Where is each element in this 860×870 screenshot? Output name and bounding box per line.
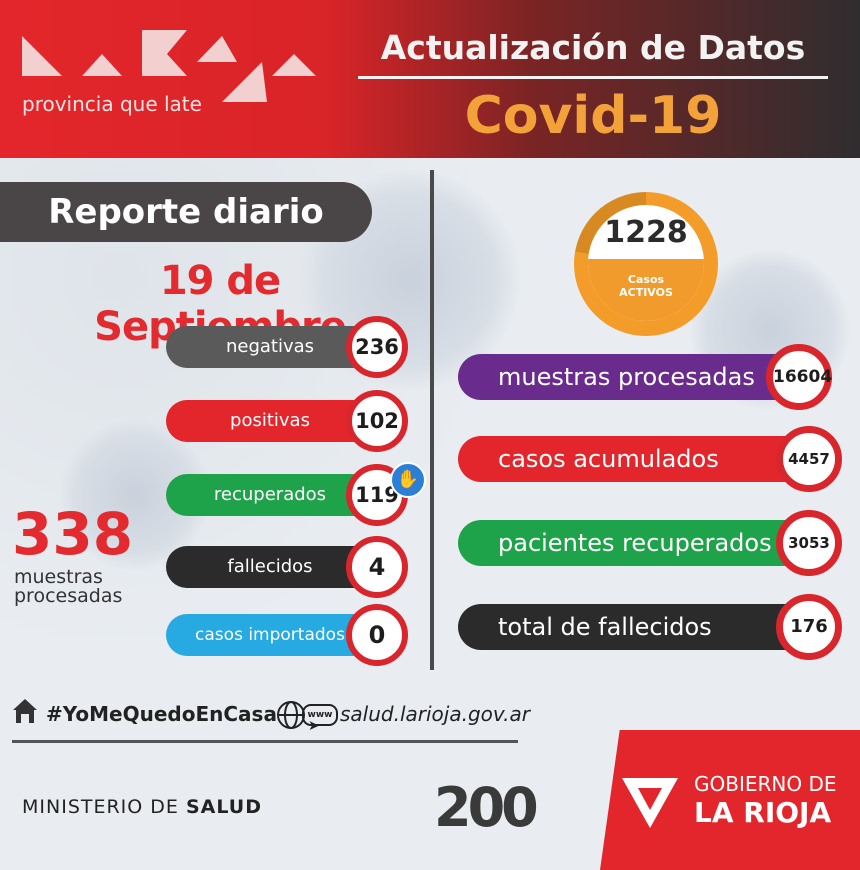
daily-total-number: 338 <box>12 500 134 568</box>
cursor-icon: ➤ <box>308 718 320 734</box>
www-label: www <box>302 704 338 726</box>
daily-stat-label: recuperados <box>166 474 374 516</box>
daily-stat-value: 236 <box>346 316 408 378</box>
footer-divider <box>12 740 518 743</box>
daily-stat-value: 0 <box>346 604 408 666</box>
daily-stat-label: negativas <box>166 326 374 368</box>
cumulative-stat-label: total de fallecidos <box>458 604 818 650</box>
daily-stat-value: 119 <box>346 464 408 526</box>
daily-total-label-line2: procesadas <box>14 585 123 607</box>
active-cases-fill <box>588 259 704 321</box>
logo-tagline: provincia que late <box>22 92 202 116</box>
cumulative-stat-label: muestras procesadas <box>458 354 818 400</box>
column-divider <box>430 170 434 670</box>
cumulative-stat-value: 4457 <box>776 426 842 492</box>
daily-stat-value: 102 <box>346 390 408 452</box>
header-banner <box>0 0 860 158</box>
ministry-bold: SALUD <box>185 796 262 818</box>
daily-stat-value: 4 <box>346 536 408 598</box>
cumulative-stat-value: 16604 <box>766 344 832 410</box>
active-cases-badge: 1228 Casos ACTIVOS <box>588 205 704 321</box>
cumulative-stat-value: 176 <box>776 594 842 660</box>
cumulative-stat-value: 3053 <box>776 510 842 576</box>
hashtag-text: #YoMeQuedoEnCasa <box>46 702 277 726</box>
ministry-label: MINISTERIO DE SALUD <box>22 796 262 818</box>
header-subtitle: Covid-19 <box>464 86 722 146</box>
government-name-line1: GOBIERNO DE <box>694 772 837 796</box>
anniversary-200-logo: 200 <box>434 776 539 839</box>
active-cases-label: Casos ACTIVOS <box>588 273 704 299</box>
report-title: Reporte diario <box>0 182 372 242</box>
government-name-line2: LA RIOJA <box>694 796 832 829</box>
header-divider <box>358 76 828 79</box>
house-icon <box>12 698 38 728</box>
globe-icon <box>276 700 306 734</box>
active-cases-label-line1: Casos <box>627 273 665 286</box>
daily-stat-label: fallecidos <box>166 546 374 588</box>
ministry-prefix: MINISTERIO DE <box>22 796 186 818</box>
daily-total-label: muestras procesadas <box>14 568 144 606</box>
header-title: Actualización de Datos <box>380 28 806 67</box>
cumulative-stat-label: casos acumulados <box>458 436 818 482</box>
daily-stat-label: positivas <box>166 400 374 442</box>
daily-stat-label: casos importados <box>166 614 374 656</box>
daily-total-label-line1: muestras <box>14 566 103 588</box>
government-logo-icon <box>620 772 680 836</box>
cumulative-stat-label: pacientes recuperados <box>458 520 818 566</box>
active-cases-label-line2: ACTIVOS <box>619 286 673 299</box>
thumbs-up-icon: ✋ <box>390 462 426 498</box>
active-cases-number: 1228 <box>604 215 688 250</box>
website-link[interactable]: salud.larioja.gov.ar <box>340 702 530 726</box>
